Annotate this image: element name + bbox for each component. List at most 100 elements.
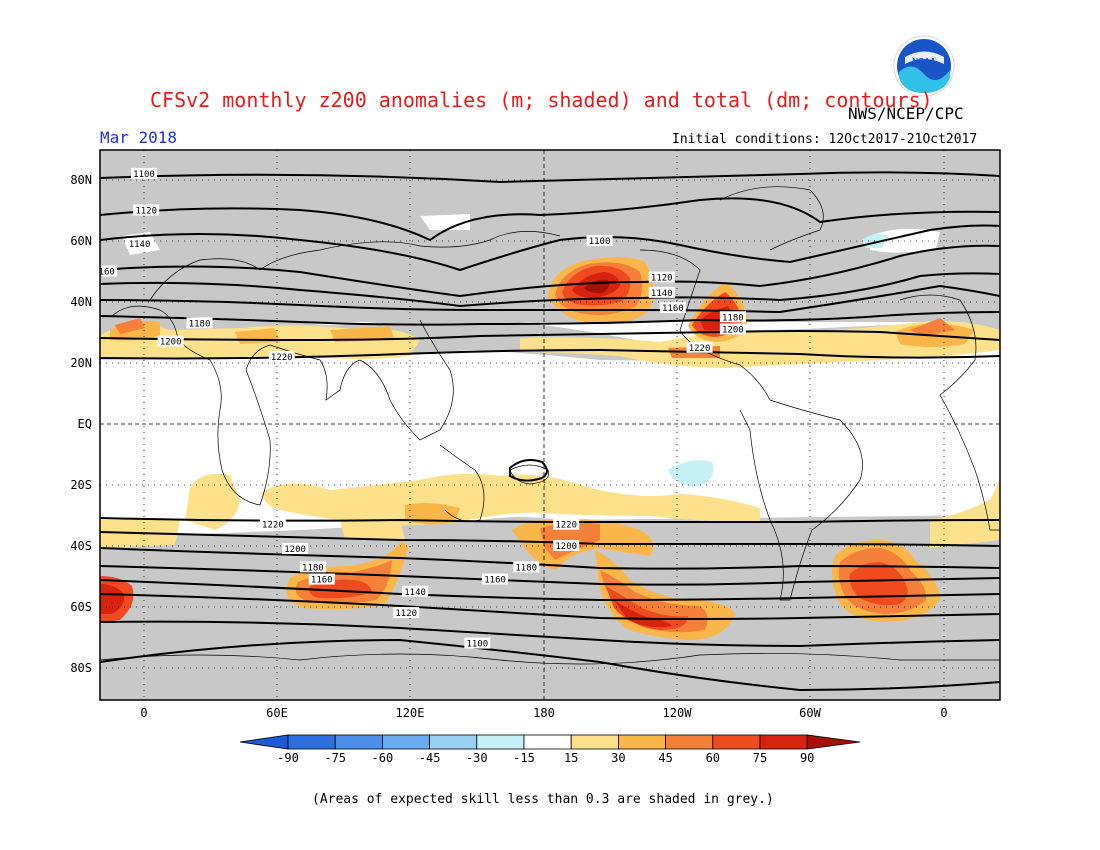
contour-label-text: 1180: [515, 563, 537, 573]
lon-label-0: 0: [140, 706, 148, 720]
contour-label-text: 1180: [302, 563, 324, 573]
contour-label-text: 1200: [284, 545, 306, 555]
contour-label-text: 1200: [722, 325, 744, 335]
contour-label: 1140: [126, 238, 153, 250]
contour-label: 1160: [482, 573, 509, 586]
contour-label-text: 1220: [689, 344, 711, 354]
contour-label: 1100: [131, 167, 157, 180]
colorbar-tick-label: 30: [611, 751, 626, 765]
forecast-month: Mar 2018: [100, 128, 178, 147]
colorbar-bin: [618, 734, 667, 750]
contour-label: 1100: [464, 637, 491, 650]
colorbar-tick-label: -15: [513, 751, 535, 765]
contour-label-text: 1160: [93, 268, 115, 278]
lon-label-120e: 120E: [395, 706, 425, 720]
colorbar-bin: [665, 734, 714, 750]
contour-label: 1220: [553, 518, 580, 531]
lat-label-80n: 80N: [70, 173, 92, 187]
colorbar-tick-label: 15: [563, 751, 579, 765]
contour-label-bg: [464, 637, 491, 649]
contour-label: 1220: [268, 350, 295, 363]
colorbar-bin: [429, 734, 478, 750]
contour-label: 1220: [259, 518, 286, 531]
contour-label-bg: [100, 265, 118, 277]
contour-label: 1180: [719, 311, 746, 323]
contour-label: 1160: [659, 302, 686, 314]
lat-label-eq: EQ: [77, 417, 92, 431]
contour-label-text: 1120: [135, 207, 157, 217]
map-frame: [99, 149, 1001, 701]
contour-label-bg: [686, 341, 713, 353]
colorbar-bin: [334, 734, 383, 750]
colorbar-tick-label: -30: [465, 751, 488, 765]
contour-label-text: 1200: [160, 338, 182, 348]
figure-title: CFSv2 monthly z200 anomalies (m; shaded)…: [150, 88, 933, 112]
colorbar-tick-label: 75: [752, 751, 768, 765]
colorbar-high-triangle: [806, 734, 861, 750]
contour-label-text: 1160: [484, 576, 506, 586]
contour-label-text: 1100: [133, 170, 155, 180]
contour-label-text: 1140: [404, 588, 426, 598]
contour-label-text: 1100: [1033, 676, 1055, 686]
contour-label-bg: [259, 518, 286, 530]
contour-label: 1180: [513, 561, 540, 573]
colorbar-bin: [570, 734, 619, 750]
contour-label-text: 1220: [555, 521, 577, 531]
colorbar-low-triangle: [239, 734, 289, 750]
lat-label-60n: 60N: [70, 234, 92, 248]
contour-label-bg: [648, 271, 675, 283]
colorbar-tick-label: -75: [324, 751, 347, 765]
colorbar: [239, 734, 861, 750]
colorbar-tick-label: 45: [658, 751, 673, 765]
colorbar-tick-label: -45: [418, 751, 441, 765]
colorbar-bin: [476, 734, 525, 750]
contour-label: 1100: [586, 235, 613, 247]
contour-label-text: 1100: [589, 237, 611, 247]
contour-label: 1220: [686, 341, 713, 354]
initial-conditions: Initial conditions: 12Oct2017-21Oct2017: [672, 132, 978, 147]
contour-label-bg: [659, 302, 686, 314]
contour-label-bg: [648, 286, 675, 298]
contour-label-bg: [186, 317, 213, 329]
contour-label: 1180: [299, 561, 326, 573]
colorbar-bin: [381, 734, 430, 750]
contour-label-text: 1180: [722, 313, 744, 323]
colorbar-tick-label: 60: [705, 751, 721, 765]
contour-label-bg: [133, 204, 160, 216]
contour-label-text: 1120: [395, 609, 417, 619]
contour-label: 1140: [402, 585, 429, 598]
contour-label: 1120: [133, 204, 160, 217]
lon-label-120w: 120W: [662, 706, 692, 720]
contour-label-bg: [308, 573, 335, 585]
contour-label: 1200: [157, 335, 184, 348]
contour-label: 1100: [1031, 674, 1057, 686]
contour-label-text: 1100: [466, 640, 488, 650]
contour-label: 1200: [282, 543, 309, 555]
contour-label: 1180: [186, 317, 213, 329]
contour-label-bg: [586, 235, 613, 246]
lat-label-60s: 60S: [70, 600, 92, 614]
colorbar-bin: [287, 734, 336, 750]
colorbar-tick-label: -60: [371, 751, 394, 765]
contour-label-text: 1160: [311, 576, 333, 586]
contour-label-text: 1120: [651, 274, 673, 284]
contour-label: 1120: [648, 271, 675, 284]
contour-label-bg: [393, 607, 420, 619]
contour-label-bg: [1031, 674, 1057, 685]
contour-label: 1140: [648, 286, 675, 299]
colorbar-bin: [523, 734, 572, 750]
lat-label-20n: 20N: [70, 356, 92, 370]
contour-label-bg: [268, 350, 295, 362]
lat-label-20s: 20S: [70, 478, 92, 492]
contour-labels: 1100 1100 1100 1120 1120 1120 1140 1140 1140 1160…: [93, 167, 1057, 686]
positive-anomalies: [100, 257, 1000, 640]
noaa-logo: NOAA: [893, 35, 955, 97]
contour-label-bg: [719, 323, 746, 335]
lon-label-180: 180: [533, 706, 555, 720]
skill-note: (Areas of expected skill less than 0.3 a…: [312, 792, 774, 807]
contour-label-text: 1220: [262, 521, 284, 531]
lat-label-80s: 80S: [70, 661, 92, 675]
contour-label-bg: [719, 311, 746, 323]
contour-label: 1120: [393, 607, 420, 619]
